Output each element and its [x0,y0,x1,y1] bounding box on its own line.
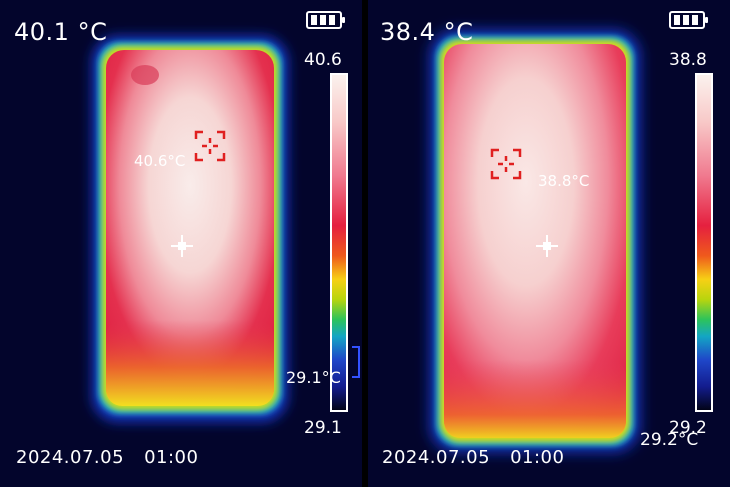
color-scale-bar [695,73,713,412]
hot-spot-label: 40.6°C [134,152,186,170]
center-crosshair-icon [171,235,193,257]
scale-max-value: 38.8 [669,50,707,70]
center-crosshair-icon [536,235,558,257]
time-label: 01:00 [510,447,565,468]
date-label: 2024.07.05 [382,447,491,468]
thermal-view-right: 38.4 °C 38.8 29.2 38.8°C 29.2°C 2024.07.… [368,0,730,487]
date-label: 2024.07.05 [16,447,125,468]
time-label: 01:00 [144,447,199,468]
cold-spot-marker-icon [352,346,360,378]
scale-max-value: 40.6 [304,50,342,70]
center-temperature: 38.4 °C [380,18,474,46]
timestamp: 2024.07.05 01:00 [16,447,198,468]
thermal-image-right [430,30,640,452]
color-scale-bar [330,73,348,412]
scale-min-value: 29.2 [669,418,707,438]
timestamp: 2024.07.05 01:00 [382,447,564,468]
hot-spot-marker-icon [490,148,522,180]
cold-spot-label: 29.1°C [286,368,341,387]
thermal-image-left [92,36,288,422]
battery-icon [306,11,345,29]
center-temperature: 40.1 °C [14,18,108,46]
battery-icon [669,11,708,29]
cold-spot-label: 29.2°C [640,430,699,450]
panel-divider [362,0,368,487]
hot-spot-marker-icon [194,130,226,162]
scale-min-value: 29.1 [304,418,342,438]
thermal-view-left: 40.1 °C 40.6 29.1 40.6°C 29.1°C 2024.07.… [0,0,362,487]
hot-spot-label: 38.8°C [538,172,590,190]
